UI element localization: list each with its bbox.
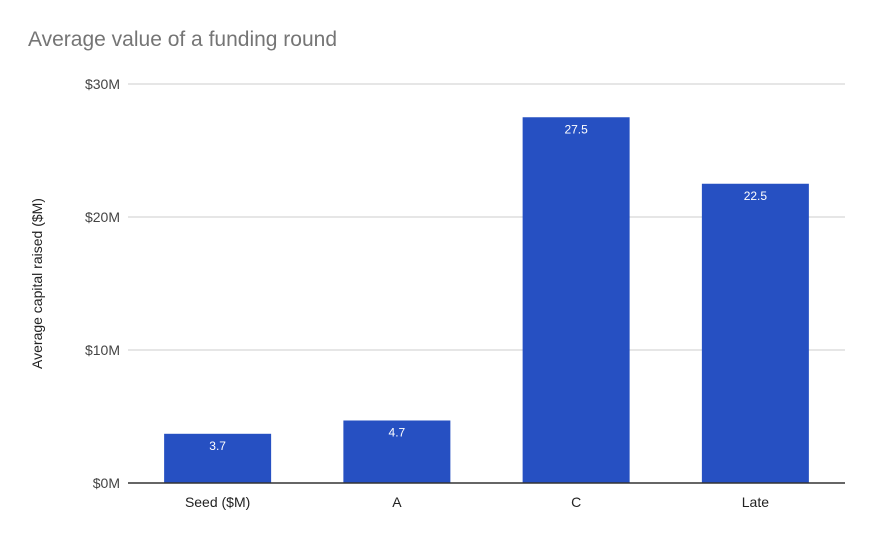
- bar-data-label: 3.7: [209, 439, 226, 453]
- chart-title: Average value of a funding round: [28, 28, 338, 51]
- x-tick-label: A: [392, 494, 402, 510]
- bar-data-label: 27.5: [564, 122, 588, 136]
- bar-data-label: 4.7: [389, 425, 406, 439]
- y-tick-label: $10M: [85, 342, 120, 358]
- bar[interactable]: [343, 420, 451, 483]
- x-tick-label: Late: [742, 494, 769, 510]
- y-tick-label: $0M: [93, 475, 120, 491]
- y-tick-label: $20M: [85, 209, 120, 225]
- y-tick-label: $30M: [85, 76, 120, 92]
- x-tick-label: C: [571, 494, 581, 510]
- bar-data-label: 22.5: [744, 189, 768, 203]
- x-tick-label: Seed ($M): [185, 494, 250, 510]
- bar[interactable]: [164, 433, 272, 483]
- y-axis-title: Average capital raised ($M): [29, 198, 45, 369]
- bar[interactable]: [522, 117, 630, 483]
- bar[interactable]: [701, 183, 809, 483]
